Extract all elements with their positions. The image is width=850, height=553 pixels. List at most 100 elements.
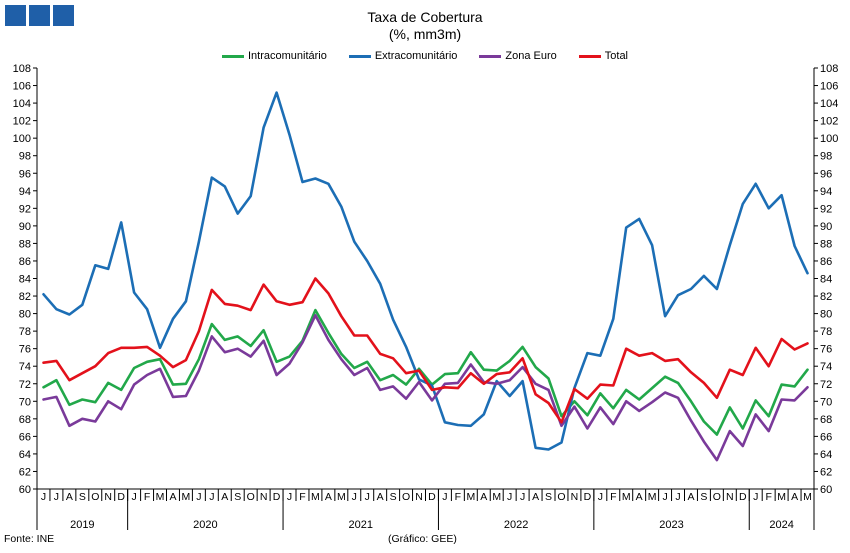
x-month-label: D	[739, 491, 747, 503]
y-tick-label-right: 82	[820, 291, 832, 303]
x-month-label: J	[365, 491, 370, 503]
y-tick-label-right: 60	[820, 484, 832, 496]
x-month-label: O	[402, 491, 410, 503]
x-month-label: F	[299, 491, 305, 503]
x-month-label: A	[377, 491, 384, 503]
chart-subtitle: (%, mm3m)	[388, 26, 462, 42]
x-month-label: M	[803, 491, 812, 503]
legend-label: Total	[604, 50, 629, 62]
x-year-label: 2020	[193, 519, 217, 531]
y-tick-label-right: 90	[820, 221, 832, 233]
x-month-label: O	[91, 491, 99, 503]
y-tick-label-left: 108	[13, 63, 31, 75]
x-month-label: S	[700, 491, 707, 503]
x-month-label: J	[132, 491, 137, 503]
x-month-label: J	[598, 491, 603, 503]
y-tick-label-right: 62	[820, 466, 832, 478]
chart-axes: 60 60 62 62 64 64 66 66 68 68 70 70 72 72 74 74 76 76 78 78…	[13, 63, 839, 531]
x-month-label: A	[687, 491, 694, 503]
y-tick-label-right: 74	[820, 361, 832, 373]
x-month-label: J	[753, 491, 758, 503]
legend-swatch	[578, 54, 601, 58]
y-tick-label-right: 84	[820, 274, 832, 286]
y-tick-label-left: 90	[19, 221, 31, 233]
y-tick-label-left: 82	[19, 291, 31, 303]
x-month-label: F	[765, 491, 771, 503]
y-tick-label-right: 88	[820, 238, 832, 250]
y-tick-label-left: 86	[19, 256, 31, 268]
x-month-label: D	[117, 491, 125, 503]
y-tick-label-right: 106	[820, 81, 838, 93]
legend-label: Zona Euro	[505, 50, 557, 62]
x-month-label: D	[273, 491, 281, 503]
y-tick-label-right: 80	[820, 309, 832, 321]
x-month-label: J	[41, 491, 46, 503]
y-tick-label-right: 68	[820, 414, 832, 426]
y-tick-label-left: 102	[13, 116, 31, 128]
y-tick-label-left: 88	[19, 238, 31, 250]
y-tick-label-right: 86	[820, 256, 832, 268]
x-month-label: J	[196, 491, 201, 503]
x-month-label: M	[648, 491, 657, 503]
x-month-label: M	[156, 491, 165, 503]
y-tick-label-right: 98	[820, 151, 832, 163]
x-year-label: 2024	[769, 519, 793, 531]
x-month-label: J	[675, 491, 680, 503]
x-month-label: O	[557, 491, 565, 503]
x-year-label: 2019	[70, 519, 94, 531]
y-tick-label-right: 72	[820, 379, 832, 391]
x-month-label: A	[221, 491, 228, 503]
y-tick-label-left: 74	[19, 361, 31, 373]
y-tick-label-left: 60	[19, 484, 31, 496]
y-tick-label-left: 98	[19, 151, 31, 163]
y-tick-label-left: 96	[19, 168, 31, 180]
x-month-label: D	[428, 491, 436, 503]
x-month-label: F	[455, 491, 461, 503]
brand-logo	[5, 5, 74, 26]
x-month-label: N	[571, 491, 579, 503]
legend-item-extracomunitario: Extracomunitário	[348, 50, 457, 62]
y-tick-label-left: 94	[19, 186, 31, 198]
y-tick-label-right: 70	[820, 396, 832, 408]
x-month-label: D	[584, 491, 592, 503]
y-tick-label-right: 76	[820, 344, 832, 356]
x-month-label: N	[415, 491, 423, 503]
x-month-label: M	[466, 491, 475, 503]
x-month-label: N	[104, 491, 112, 503]
x-month-label: J	[287, 491, 292, 503]
y-tick-label-right: 94	[820, 186, 832, 198]
series-line-2	[42, 313, 809, 462]
x-month-label: N	[726, 491, 734, 503]
x-month-label: J	[442, 491, 447, 503]
x-month-label: M	[182, 491, 191, 503]
y-tick-label-right: 104	[820, 98, 838, 110]
x-month-label: S	[234, 491, 241, 503]
y-tick-label-left: 76	[19, 344, 31, 356]
x-month-label: S	[545, 491, 552, 503]
legend-swatch	[348, 54, 371, 58]
y-tick-label-left: 92	[19, 203, 31, 215]
y-tick-label-right: 102	[820, 116, 838, 128]
x-month-label: O	[247, 491, 255, 503]
y-tick-label-left: 80	[19, 309, 31, 321]
y-tick-label-right: 64	[820, 449, 832, 461]
y-tick-label-right: 66	[820, 431, 832, 443]
y-tick-label-left: 64	[19, 449, 31, 461]
legend-item-zona-euro: Zona Euro	[479, 50, 557, 62]
y-tick-label-right: 78	[820, 326, 832, 338]
logo-square-2	[29, 5, 50, 26]
x-month-label: N	[260, 491, 268, 503]
x-month-label: A	[636, 491, 643, 503]
x-month-label: O	[713, 491, 721, 503]
y-tick-label-left: 72	[19, 379, 31, 391]
x-month-label: A	[532, 491, 539, 503]
x-month-label: F	[144, 491, 150, 503]
x-month-label: J	[507, 491, 512, 503]
legend-item-total: Total	[578, 50, 629, 62]
credit-note: (Gráfico: GEE)	[388, 533, 457, 545]
chart-title: Taxa de Cobertura	[367, 9, 483, 25]
x-month-label: J	[662, 491, 667, 503]
y-tick-label-left: 66	[19, 431, 31, 443]
y-tick-label-right: 100	[820, 133, 838, 145]
x-month-label: J	[209, 491, 214, 503]
